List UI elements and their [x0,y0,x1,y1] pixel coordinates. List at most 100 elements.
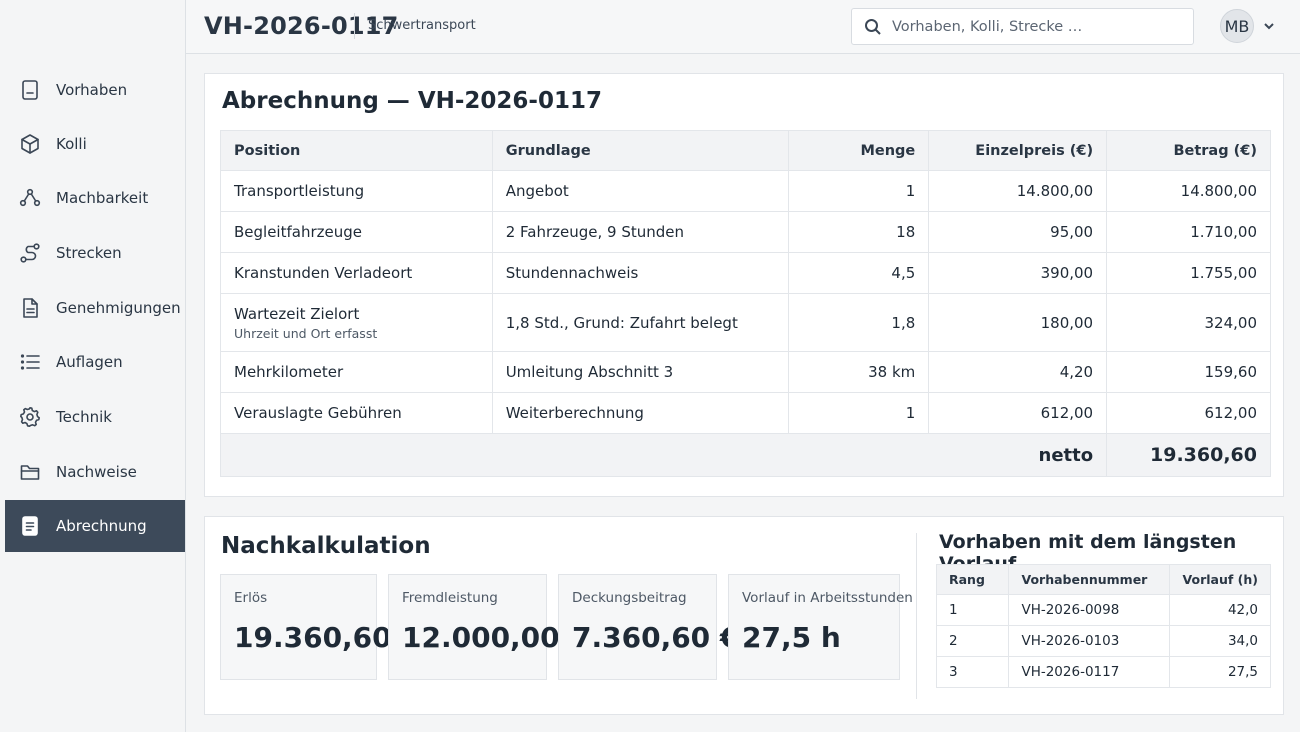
lead-time-cell: 34,0 [1169,625,1271,657]
lead-time-cell: 42,0 [1169,594,1271,626]
column-header: Einzelpreis (€) [928,130,1108,171]
kpi-value: 27,5 h [742,621,841,654]
basis-cell: Umleitung Abschnitt 3 [491,351,789,393]
column-header: Betrag (€) [1106,130,1271,171]
rank-cell: 1 [935,594,1010,626]
sidebar-item-label: Nachweise [56,463,137,481]
post-calculation-card: Nachkalkulation Erlös 19.360,60 € Fremdl… [204,516,1284,715]
gear-icon [19,406,41,428]
kpi-label: Vorlauf in Arbeitsstunden [742,590,913,606]
package-icon [19,133,41,155]
table-row: Kranstunden Verladeort Stundennachweis 4… [220,252,1271,294]
sidebar-item-kolli[interactable]: Kolli [5,118,185,170]
kpi-third-party: Fremdleistung 12.000,00 € [388,574,589,680]
sidebar-item-label: Auflagen [56,353,123,371]
search-icon [865,18,881,35]
column-header: Rang [935,564,1010,595]
position-cell: Transportleistung [220,170,493,212]
net-total: 19.360,60 [1106,433,1271,477]
project-id-cell: VH-2026-0103 [1008,625,1170,657]
invoice-icon [19,515,41,537]
table-header-row: Rang Vorhabennummer Vorlauf (h) [935,564,1271,595]
kpi-value: 7.360,60 € [572,621,740,654]
position-note: Uhrzeit und Ort erfasst [234,325,378,341]
document-icon [19,79,41,101]
sidebar-item-technik[interactable]: Technik [5,391,185,443]
quantity-cell: 1 [787,170,930,212]
folder-icon [19,461,41,483]
kpi-label: Deckungsbeitrag [572,590,687,606]
sidebar: Vorhaben Kolli Machbarkeit Strecken Gene… [0,0,186,732]
unit-price-cell: 612,00 [928,392,1108,434]
table-row: Begleitfahrzeuge 2 Fahrzeuge, 9 Stunden … [220,211,1271,253]
project-id: VH-2026-0117 [204,12,399,40]
table-header-row: Position Grundlage Menge Einzelpreis (€)… [220,130,1271,171]
chevron-down-icon[interactable] [1262,18,1276,32]
position-cell: Verauslagte Gebühren [220,392,493,434]
sidebar-item-genehmigungen[interactable]: Genehmigungen [5,282,185,334]
lead-time-cell: 27,5 [1169,656,1271,688]
kpi-value: 12.000,00 € [402,621,589,654]
kpi-lead-time: Vorlauf in Arbeitsstunden 27,5 h [728,574,913,680]
quantity-cell: 38 km [787,351,930,393]
net-total-row: netto 19.360,60 [219,433,1271,477]
billing-table: Position Grundlage Menge Einzelpreis (€)… [219,130,1271,477]
user-avatar[interactable]: MB [1220,9,1254,43]
quantity-cell: 18 [787,211,930,253]
position-cell: Kranstunden Verladeort [220,252,493,294]
column-header: Menge [787,130,930,171]
table-row: Transportleistung Angebot 1 14.800,00 14… [220,170,1271,212]
search-input[interactable] [892,18,1182,35]
project-id-cell: VH-2026-0098 [1008,594,1170,626]
unit-price-cell: 4,20 [928,351,1108,393]
table-row: Wartezeit Zielort Uhrzeit und Ort erfass… [220,293,1271,352]
sidebar-item-label: Abrechnung [56,517,147,535]
rank-cell: 2 [935,625,1010,657]
project-id-cell: VH-2026-0117 [1008,656,1170,688]
top-bar: VH-2026-0117 Schwertransport MB [186,0,1300,54]
quantity-cell: 4,5 [787,252,930,294]
rank-cell: 3 [935,656,1010,688]
sidebar-item-label: Genehmigungen [56,299,181,317]
search-box[interactable] [851,8,1194,45]
billing-card: Abrechnung — VH-2026-0117 Position Grund… [204,73,1284,497]
unit-price-cell: 390,00 [928,252,1108,294]
amount-cell: 1.710,00 [1106,211,1271,253]
file-icon [19,297,41,319]
kpi-label: Fremdleistung [402,590,498,606]
basis-cell: 1,8 Std., Grund: Zufahrt belegt [491,293,789,352]
position-cell: Wartezeit Zielort Uhrzeit und Ort erfass… [220,293,493,352]
sidebar-item-label: Machbarkeit [56,189,149,207]
header-divider [354,13,355,39]
ranking-table: Rang Vorhabennummer Vorlauf (h) 1 VH-202… [935,564,1271,688]
kpi-label: Erlös [234,590,268,606]
sidebar-item-nachweise[interactable]: Nachweise [5,446,185,498]
route-icon [19,242,41,264]
position-cell: Mehrkilometer [220,351,493,393]
quantity-cell: 1,8 [787,293,930,352]
column-header: Position [220,130,493,171]
section-divider [916,533,917,699]
column-header: Vorhabennummer [1008,564,1170,595]
sidebar-item-vorhaben[interactable]: Vorhaben [5,64,185,116]
basis-cell: Angebot [491,170,789,212]
sidebar-item-machbarkeit[interactable]: Machbarkeit [5,172,185,224]
table-row: 2 VH-2026-0103 34,0 [935,625,1271,657]
sidebar-item-abrechnung[interactable]: Abrechnung [5,500,185,552]
column-header: Grundlage [491,130,789,171]
project-type: Schwertransport [368,18,476,33]
net-spacer [219,433,929,477]
table-row: 3 VH-2026-0117 27,5 [935,656,1271,688]
amount-cell: 159,60 [1106,351,1271,393]
route-nodes-icon [19,187,41,209]
column-header: Vorlauf (h) [1169,564,1271,595]
basis-cell: 2 Fahrzeuge, 9 Stunden [491,211,789,253]
table-row: Verauslagte Gebühren Weiterberechnung 1 … [220,392,1271,434]
sidebar-item-label: Vorhaben [56,81,128,99]
billing-title: Abrechnung — VH-2026-0117 [222,88,602,114]
sidebar-item-auflagen[interactable]: Auflagen [5,336,185,388]
sidebar-item-label: Strecken [56,244,122,262]
table-row: 1 VH-2026-0098 42,0 [935,594,1271,626]
sidebar-item-strecken[interactable]: Strecken [5,227,185,279]
unit-price-cell: 14.800,00 [928,170,1108,212]
